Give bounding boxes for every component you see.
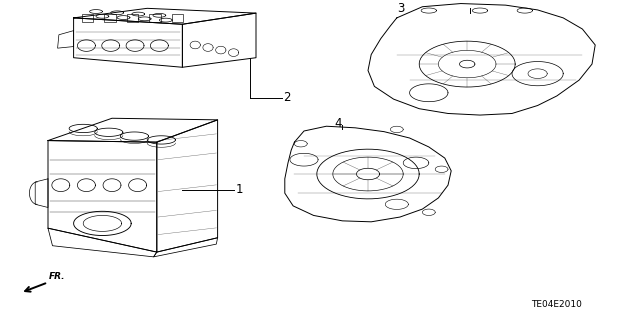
- Bar: [127, 14, 138, 22]
- Bar: [172, 14, 183, 22]
- Bar: [149, 14, 161, 22]
- Text: FR.: FR.: [49, 272, 66, 281]
- Text: 3: 3: [397, 2, 404, 15]
- Bar: [104, 14, 116, 22]
- Text: 4: 4: [334, 116, 342, 130]
- Text: TE04E2010: TE04E2010: [531, 300, 582, 309]
- Bar: [82, 14, 93, 22]
- Text: 2: 2: [284, 91, 291, 104]
- Text: 1: 1: [236, 183, 243, 197]
